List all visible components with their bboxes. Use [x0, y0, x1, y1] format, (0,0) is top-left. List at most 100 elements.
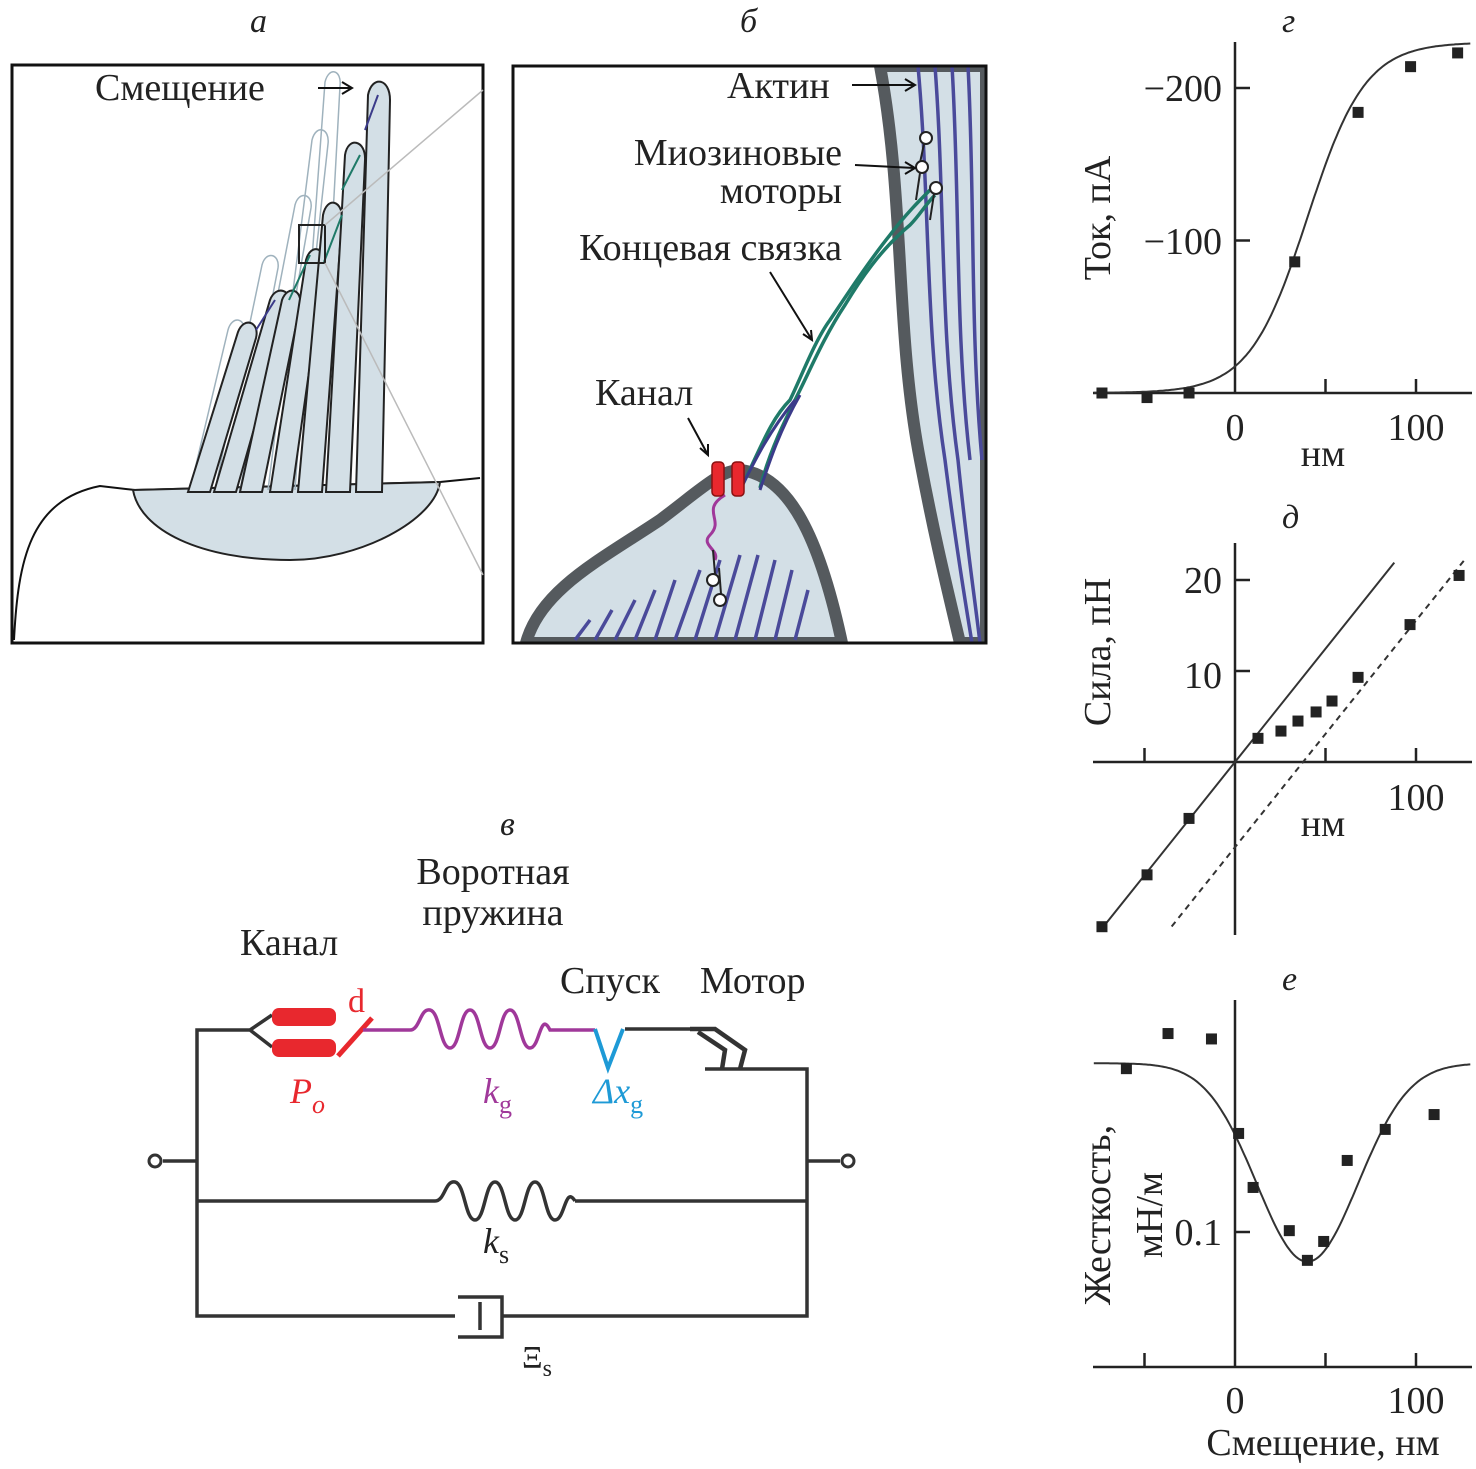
- chart-d-ytick: 10: [1184, 655, 1222, 697]
- data-point: [1352, 106, 1364, 118]
- data-point: [1310, 706, 1322, 718]
- data-point: [1162, 1028, 1174, 1040]
- terminal-left: [147, 1153, 163, 1169]
- chart-e-stiffness: е Жесткость, мН/м 0.1 0 100 Смещение, нм: [1077, 961, 1472, 1464]
- panel-a: а Смещение: [10, 3, 485, 645]
- cell-surface-outline: [13, 477, 481, 641]
- dashpot-icon: [458, 1295, 504, 1339]
- data-point: [1341, 1154, 1353, 1166]
- release-label: Спуск: [560, 960, 661, 1002]
- panel-b-letter: б: [740, 3, 759, 40]
- panel-v: в Воротная пружина Канал Спуск Мотор: [147, 806, 856, 1382]
- cuticular-plate: [131, 480, 442, 562]
- zoom-region-box: [298, 224, 326, 264]
- data-point: [1096, 387, 1108, 399]
- data-point: [1275, 725, 1287, 737]
- panel-d-letter: д: [1282, 499, 1299, 536]
- data-point: [1233, 1127, 1245, 1139]
- chart-d-xtick: 100: [1388, 777, 1445, 819]
- chart-d-force: д Сила, пН 20 10 100 нм: [1077, 499, 1472, 935]
- chart-e-ylabel-line1: Жесткость,: [1077, 1125, 1119, 1305]
- tip-link-strand: [738, 188, 932, 491]
- data-point: [1289, 256, 1301, 268]
- release-element-icon: [593, 1028, 625, 1074]
- data-point: [1301, 1254, 1313, 1266]
- panel-b: б: [511, 3, 988, 645]
- tip-link-base: [738, 394, 802, 491]
- panel-a-letter: а: [250, 3, 267, 40]
- zoom-guide-line: [324, 89, 484, 226]
- chart-e-ylabel-line2: мН/м: [1129, 1172, 1171, 1258]
- tip-link-label: Концевая связка: [579, 227, 842, 269]
- zoom-guide-line: [324, 262, 484, 576]
- myosin-arrow-icon: [854, 161, 917, 175]
- data-point: [1452, 47, 1464, 59]
- data-point: [1453, 569, 1465, 581]
- motor-label: Мотор: [700, 960, 805, 1002]
- data-point: [1183, 387, 1195, 399]
- chart-d-ytick: 20: [1184, 560, 1222, 602]
- data-point: [1247, 1181, 1259, 1193]
- data-point: [1283, 1225, 1295, 1237]
- channel-arrow-icon: [687, 417, 709, 458]
- data-point: [1318, 1235, 1330, 1247]
- displacement-arrow-icon: [318, 81, 354, 95]
- data-point: [1120, 1063, 1132, 1075]
- chart-g-xtick: 100: [1388, 407, 1445, 449]
- chart-g-current: г Ток, пА −200 −100 0 100 нм: [1077, 3, 1472, 475]
- panel-e-letter: е: [1282, 961, 1297, 998]
- myosin-motor-icon: [706, 131, 943, 607]
- data-point: [1326, 695, 1338, 707]
- chart-d-ylabel: Сила, пН: [1077, 578, 1119, 726]
- chart-g-xtick: 0: [1226, 407, 1245, 449]
- actin-arrow-icon: [852, 78, 917, 92]
- actin-label: Актин: [727, 65, 830, 107]
- ion-channel-icon: [711, 461, 745, 497]
- chart-g-ylabel: Ток, пА: [1077, 155, 1119, 280]
- circuit-wires: [163, 1013, 840, 1318]
- gating-spring-icon: [363, 1008, 595, 1050]
- stiffness-spring-icon: [434, 1180, 577, 1222]
- data-point: [1379, 1123, 1391, 1135]
- data-point: [1292, 715, 1304, 727]
- chart-g-ytick: −200: [1144, 68, 1222, 110]
- channel-gate-icon: [272, 1008, 374, 1058]
- kg-label: kg: [483, 1071, 512, 1119]
- data-point: [1404, 619, 1416, 631]
- ks-label: ks: [483, 1221, 509, 1269]
- data-point: [1141, 392, 1153, 404]
- myosin-label-line2: моторы: [720, 170, 842, 212]
- data-point: [1141, 869, 1153, 881]
- chart-e-ytick: 0.1: [1175, 1212, 1223, 1254]
- circuit-channel-label: Канал: [240, 922, 338, 964]
- chart-e-xlabel: Смещение, нм: [1206, 1422, 1439, 1464]
- dxg-label: Δxg: [591, 1071, 643, 1119]
- motor-icon: [690, 1026, 748, 1070]
- panel-v-letter: в: [500, 806, 515, 843]
- stereocilia-ghost: [189, 71, 341, 491]
- panel-g-letter: г: [1282, 3, 1295, 40]
- xi-label: Ξs: [522, 1339, 552, 1382]
- data-point: [1428, 1109, 1440, 1121]
- data-point: [1405, 61, 1417, 73]
- tip-link-arrow-icon: [769, 271, 814, 343]
- po-label: Po: [289, 1071, 325, 1119]
- data-point: [1183, 812, 1195, 824]
- chart-e-xtick: 100: [1388, 1380, 1445, 1422]
- gating-spring-label-line1: Воротная: [416, 851, 569, 893]
- channel-label: Канал: [595, 372, 693, 414]
- displacement-label: Смещение: [95, 67, 265, 109]
- panel-b-frame: [511, 64, 988, 645]
- chart-g-xlabel: нм: [1301, 433, 1345, 475]
- chart-e-xtick: 0: [1226, 1380, 1245, 1422]
- fit-curve: [1093, 42, 1471, 394]
- data-point: [1096, 921, 1108, 933]
- solid-fit-line: [1101, 561, 1396, 930]
- dashed-fit-line: [1170, 558, 1466, 928]
- terminal-right: [840, 1153, 856, 1169]
- chart-g-ytick: −100: [1144, 221, 1222, 263]
- tip-links: [255, 94, 379, 331]
- gating-spring-label-line2: пружина: [422, 892, 563, 934]
- myosin-label-line1: Миозиновые: [634, 132, 842, 174]
